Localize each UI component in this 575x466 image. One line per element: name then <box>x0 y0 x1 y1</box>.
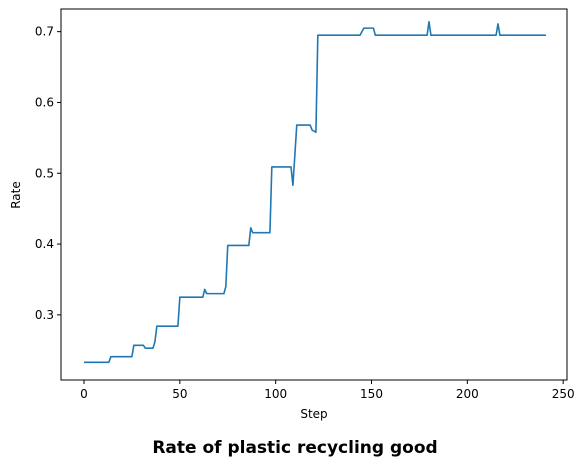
plot-marks <box>84 20 546 364</box>
x-axis-label: Step <box>300 407 327 421</box>
chart-title: Rate of plastic recycling good <box>152 438 437 458</box>
x-tick-label: 0 <box>80 387 88 401</box>
y-axis-label: Rate <box>9 181 23 209</box>
y-axis: 0.3 0.4 0.5 0.6 0.7 <box>35 25 61 322</box>
series-line-0 <box>84 20 546 364</box>
y-tick-label: 0.7 <box>35 25 54 39</box>
y-tick-label: 0.6 <box>35 95 54 109</box>
x-tick-label: 50 <box>172 387 187 401</box>
x-tick-label: 250 <box>552 387 575 401</box>
y-tick-label: 0.4 <box>35 237 54 251</box>
plot-frame <box>60 8 568 381</box>
x-tick-label: 100 <box>264 387 287 401</box>
x-axis: 0 50 100 150 200 250 <box>80 380 575 401</box>
y-tick-label: 0.3 <box>35 308 54 322</box>
x-tick-label: 150 <box>360 387 383 401</box>
x-tick-label: 200 <box>456 387 479 401</box>
y-tick-label: 0.5 <box>35 166 54 180</box>
